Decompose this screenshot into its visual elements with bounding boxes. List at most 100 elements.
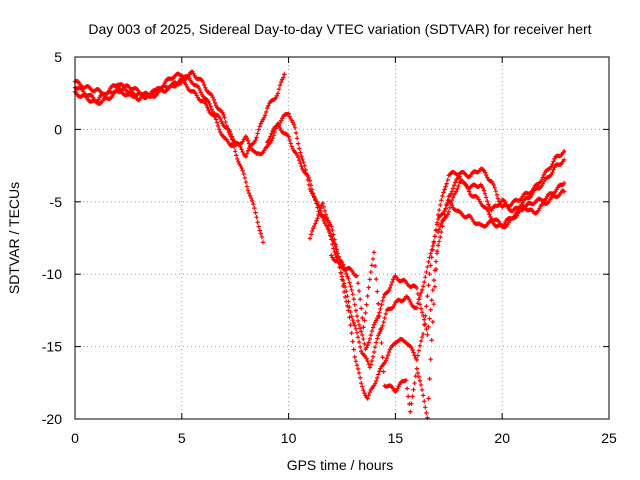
- data-point: [363, 310, 368, 316]
- chart-title: Day 003 of 2025, Sidereal Day-to-day VTE…: [88, 21, 591, 37]
- data-point: [362, 341, 367, 347]
- data-point: [420, 393, 426, 398]
- data-point: [381, 295, 386, 300]
- data-point: [395, 386, 400, 391]
- data-point: [362, 318, 367, 323]
- data-point: [354, 313, 360, 319]
- data-point: [378, 327, 383, 332]
- data-point: [426, 259, 431, 265]
- data-point: [441, 190, 446, 195]
- data-point: [369, 358, 375, 364]
- data-point: [447, 205, 453, 210]
- data-point: [209, 107, 214, 112]
- data-point: [431, 277, 437, 283]
- data-point: [379, 302, 384, 307]
- y-tick-label: -10: [42, 266, 62, 282]
- data-point: [418, 338, 424, 344]
- data-point: [377, 314, 382, 319]
- data-point: [262, 113, 268, 118]
- data-point: [450, 186, 456, 191]
- data-point: [350, 339, 355, 344]
- data-point: [255, 220, 260, 225]
- data-point: [365, 358, 370, 364]
- data-point: [412, 380, 417, 386]
- data-point: [372, 344, 378, 350]
- data-point: [445, 198, 450, 203]
- data-point: [357, 344, 363, 350]
- data-point: [438, 234, 443, 240]
- data-point: [290, 120, 296, 125]
- data-point: [352, 354, 358, 360]
- data-point: [449, 197, 455, 203]
- data-point: [426, 283, 431, 288]
- data-point: [298, 161, 303, 166]
- data-point: [427, 316, 432, 321]
- data-point: [306, 182, 312, 187]
- data-point: [286, 134, 291, 139]
- data-point: [415, 291, 421, 296]
- data-point: [561, 148, 567, 154]
- data-point: [329, 253, 334, 258]
- data-point: [251, 201, 256, 207]
- data-point: [233, 149, 238, 154]
- data-point: [277, 125, 283, 131]
- data-point: [359, 329, 364, 334]
- data-point: [305, 177, 311, 183]
- data-point: [448, 191, 454, 196]
- data-point: [422, 399, 427, 404]
- data-point: [247, 193, 253, 198]
- data-point: [297, 157, 302, 163]
- data-point: [211, 97, 217, 103]
- data-point: [348, 322, 353, 328]
- data-point: [451, 183, 457, 188]
- data-point: [315, 205, 320, 210]
- data-point: [282, 72, 287, 77]
- data-point: [310, 226, 316, 231]
- data-point: [408, 299, 413, 305]
- data-point: [411, 350, 416, 355]
- data-point: [293, 130, 299, 136]
- data-point: [220, 110, 225, 115]
- data-point: [332, 249, 337, 255]
- data-point: [294, 152, 300, 158]
- data-point: [416, 348, 422, 353]
- data-point: [350, 317, 355, 323]
- data-point: [388, 282, 394, 288]
- data-point: [263, 109, 269, 115]
- data-point: [378, 306, 383, 312]
- data-point: [438, 223, 443, 229]
- data-point: [376, 301, 381, 306]
- data-point: [429, 298, 434, 303]
- data-point: [367, 336, 372, 342]
- data-point: [436, 207, 442, 213]
- data-point: [258, 231, 264, 236]
- data-point: [369, 328, 375, 334]
- data-point: [249, 195, 254, 201]
- data-point: [430, 319, 435, 325]
- data-point: [267, 136, 272, 142]
- data-point: [239, 165, 244, 171]
- data-point: [307, 178, 313, 183]
- data-point: [328, 231, 333, 236]
- data-point: [372, 381, 378, 386]
- data-point: [361, 325, 366, 330]
- data-point: [338, 262, 344, 268]
- data-point: [370, 256, 376, 262]
- data-point: [228, 131, 234, 137]
- data-point: [561, 189, 567, 194]
- data-point: [361, 336, 366, 342]
- data-point: [375, 316, 380, 321]
- data-point: [380, 298, 385, 303]
- data-point: [243, 179, 249, 185]
- x-tick-label: 10: [281, 430, 297, 446]
- data-point: [308, 232, 314, 237]
- data-point: [212, 100, 218, 105]
- data-point: [430, 288, 435, 293]
- data-point: [383, 311, 388, 317]
- data-point: [341, 281, 347, 286]
- data-point: [456, 183, 461, 189]
- y-tick-label: 5: [54, 49, 62, 65]
- data-point: [335, 251, 340, 256]
- data-point: [331, 232, 336, 237]
- data-point: [343, 294, 348, 300]
